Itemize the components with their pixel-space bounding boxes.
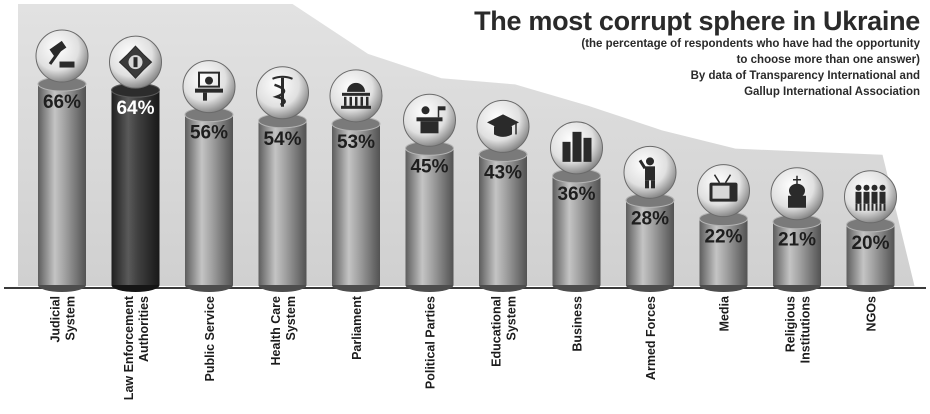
category-label-line: System <box>64 296 78 340</box>
value-label: 54% <box>263 129 301 150</box>
value-label: 53% <box>337 132 375 153</box>
value-label: 20% <box>851 233 889 254</box>
bar-body <box>479 154 527 285</box>
category-label: Religious Institutions <box>784 296 813 363</box>
category-label: Health Care System <box>269 296 298 366</box>
value-label: 64% <box>116 98 154 119</box>
skyscrapers-icon <box>550 121 603 175</box>
title-block: The most corrupt sphere in Ukraine (the … <box>474 6 920 100</box>
category-label: Law Enforcement Authorities <box>122 295 151 400</box>
bar-body <box>846 224 895 285</box>
value-label: 56% <box>190 123 228 144</box>
television-icon <box>697 164 750 218</box>
value-label: 66% <box>43 92 81 113</box>
category-label-line: System <box>505 296 519 340</box>
category-label-line: Law Enforcement <box>122 295 136 400</box>
bar-body <box>185 114 233 285</box>
value-label: 36% <box>557 184 595 205</box>
category-label: NGOs <box>865 296 879 331</box>
value-label: 21% <box>778 230 816 251</box>
category-label-line: Religious <box>784 296 798 352</box>
subtitle-line-1: (the percentage of respondents who have … <box>581 38 920 50</box>
category-label: Media <box>718 295 732 331</box>
bar-body <box>111 90 160 285</box>
bar-body <box>773 221 821 285</box>
category-label-line: Business <box>571 296 585 352</box>
people-group-icon <box>844 170 897 224</box>
value-label: 22% <box>704 227 742 248</box>
category-label-line: NGOs <box>865 296 879 331</box>
value-label: 45% <box>410 156 448 177</box>
category-label: Judicial System <box>49 296 78 343</box>
bar-4: 54% <box>256 66 309 292</box>
category-label-line: Public Service <box>203 296 217 382</box>
bar-body <box>699 218 748 285</box>
category-label: Business <box>571 296 585 352</box>
category-label: Parliament <box>350 295 364 360</box>
bar-8: 36% <box>550 121 603 292</box>
subtitle-line-2: to choose more than one answer) <box>736 54 920 66</box>
chart-title: The most corrupt sphere in Ukraine <box>474 6 920 36</box>
bar-body <box>405 148 454 285</box>
bar-6: 45% <box>403 93 456 292</box>
bar-body <box>626 200 674 285</box>
bar-1: 66% <box>35 29 89 292</box>
bar-body <box>258 120 307 285</box>
value-label: 43% <box>484 162 522 183</box>
bar-5: 53% <box>329 69 383 292</box>
official-desk-icon <box>182 60 236 114</box>
category-label: Political Parties <box>424 296 438 389</box>
bar-9: 28% <box>623 145 677 292</box>
saluting-soldier-icon <box>623 145 677 199</box>
subtitle-line-3: By data of Transparency International an… <box>690 70 920 82</box>
category-label: Educational System <box>490 296 519 367</box>
category-label-line: Institutions <box>799 296 813 363</box>
gavel-icon <box>35 29 89 83</box>
podium-icon <box>403 93 456 147</box>
category-label: Public Service <box>203 296 217 382</box>
category-label-line: Armed Forces <box>644 296 658 380</box>
category-label-line: Authorities <box>137 296 151 362</box>
category-label-line: Educational <box>490 296 504 367</box>
bar-body <box>38 84 86 285</box>
bar-11: 21% <box>770 167 824 292</box>
church-icon <box>770 167 824 221</box>
category-label-line: Health Care <box>269 296 283 366</box>
category-label-line: System <box>284 296 298 340</box>
category-label: Armed Forces <box>644 296 658 380</box>
background-panel <box>18 4 915 286</box>
bar-body <box>552 175 601 285</box>
bar-7: 43% <box>476 99 530 292</box>
bar-3: 56% <box>182 60 236 292</box>
caduceus-icon <box>256 66 309 120</box>
category-label-line: Judicial <box>49 296 63 343</box>
parliament-building-icon <box>329 69 383 123</box>
bar-2: 64% <box>109 35 162 292</box>
category-label-line: Political Parties <box>424 296 438 389</box>
bar-12: 20% <box>844 170 897 292</box>
category-label-line: Media <box>718 295 732 331</box>
category-label-line: Parliament <box>350 295 364 360</box>
bar-10: 22% <box>697 164 750 292</box>
value-label: 28% <box>631 208 669 229</box>
subtitle-line-4: Gallup International Association <box>744 86 920 98</box>
bar-body <box>332 123 380 285</box>
graduation-cap-icon <box>476 99 530 153</box>
police-badge-icon <box>109 35 162 89</box>
